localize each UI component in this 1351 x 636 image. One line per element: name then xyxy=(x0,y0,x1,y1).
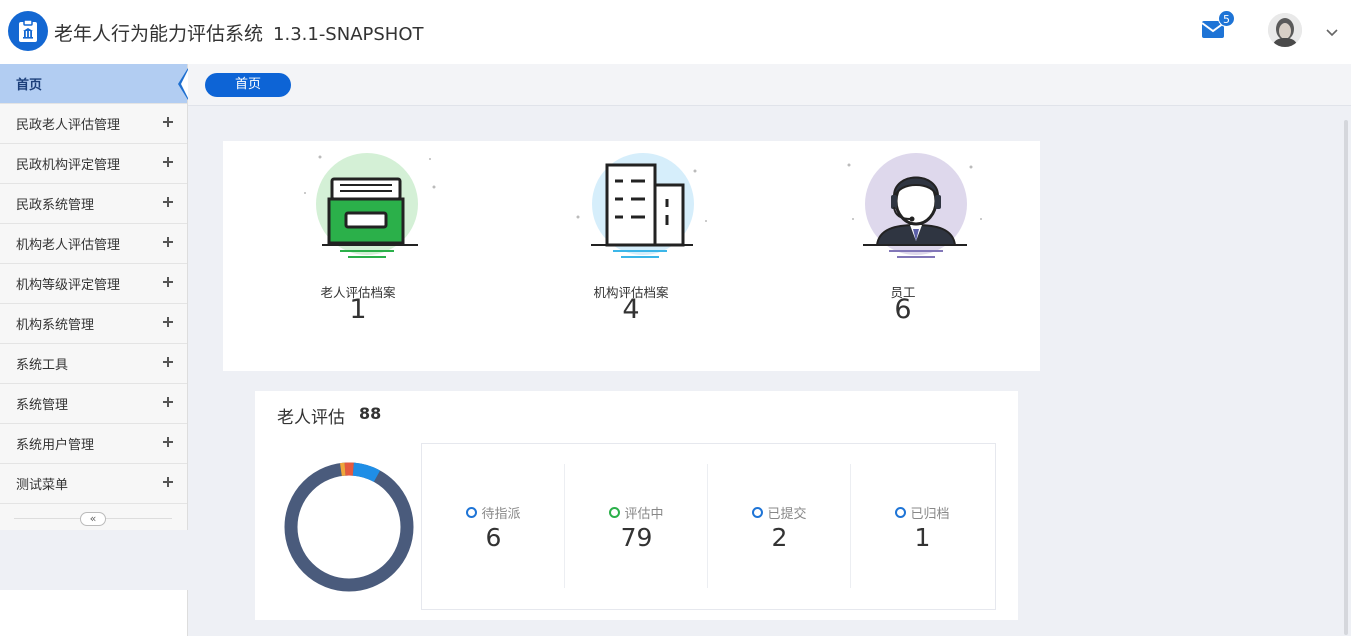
mail-count-badge: 5 xyxy=(1218,10,1235,27)
divider xyxy=(850,464,851,588)
status-stats-box: 待指派 6 评估中 79 已提交 2 已归档 1 xyxy=(421,443,996,610)
assessment-total: 88 xyxy=(359,404,382,423)
staff-headset-icon xyxy=(847,153,982,258)
tab-bar: 首页 xyxy=(188,64,1351,106)
status-pending[interactable]: 待指派 6 xyxy=(422,464,565,588)
status-archived[interactable]: 已归档 1 xyxy=(851,464,994,588)
active-arrow-icon xyxy=(178,68,189,100)
divider xyxy=(707,464,708,588)
summary-value: 1 xyxy=(349,294,367,325)
plus-icon xyxy=(163,237,173,247)
sidebar-item-civil-system[interactable]: 民政系统管理 xyxy=(0,184,187,224)
status-label-row: 已归档 xyxy=(851,503,994,522)
status-label-row: 评估中 xyxy=(565,503,708,522)
status-in-progress[interactable]: 评估中 79 xyxy=(565,464,708,588)
sidebar-item-system-users[interactable]: 系统用户管理 xyxy=(0,424,187,464)
sidebar-item-civil-org-rating[interactable]: 民政机构评定管理 xyxy=(0,144,187,184)
summary-label: 机构评估档案 xyxy=(593,285,669,300)
mail-icon[interactable] xyxy=(1201,20,1227,40)
status-label: 已提交 xyxy=(767,507,807,522)
plus-icon xyxy=(163,157,173,167)
user-avatar[interactable] xyxy=(1268,13,1302,47)
ring-icon xyxy=(895,507,907,518)
status-value: 79 xyxy=(620,523,653,552)
status-value: 1 xyxy=(914,523,931,552)
status-value: 6 xyxy=(485,523,502,552)
summary-panel: 老人评估档案 1 机构评估档案 4 xyxy=(223,141,1040,371)
donut-segment-pending xyxy=(352,462,381,483)
plus-icon xyxy=(163,477,173,487)
plus-icon xyxy=(163,317,173,327)
status-label-row: 待指派 xyxy=(422,503,565,522)
sidebar-item-system-tools[interactable]: 系统工具 xyxy=(0,344,187,384)
sidebar-lower-area xyxy=(0,530,188,636)
ring-icon xyxy=(752,507,764,518)
summary-label: 员工 xyxy=(890,285,916,300)
plus-icon xyxy=(163,397,173,407)
elder-assessment-panel: 老人评估 88 待指派 6 评估中 79 已提交 2 已归档 1 xyxy=(255,391,1018,620)
plus-icon xyxy=(163,197,173,207)
ring-icon xyxy=(466,507,478,518)
sidebar-bottom-panel xyxy=(0,590,188,636)
status-label: 已归档 xyxy=(910,507,950,522)
sidebar-item-test-menu[interactable]: 测试菜单 xyxy=(0,464,187,504)
archive-box-icon xyxy=(304,153,436,258)
status-label-row: 已提交 xyxy=(708,503,851,522)
chevron-down-icon[interactable] xyxy=(1325,23,1339,37)
panel-title: 老人评估 xyxy=(277,408,345,428)
clipboard-logo-icon xyxy=(8,11,48,51)
app-version: 1.3.1-SNAPSHOT xyxy=(273,24,424,45)
app-header: 老年人行为能力评估系统 1.3.1-SNAPSHOT 5 xyxy=(0,0,1351,64)
status-donut-chart xyxy=(284,462,414,592)
plus-icon xyxy=(163,437,173,447)
summary-label: 老人评估档案 xyxy=(320,285,396,300)
summary-value: 4 xyxy=(622,294,640,325)
sidebar-item-civil-elder-assessment[interactable]: 民政老人评估管理 xyxy=(0,104,187,144)
ring-icon xyxy=(609,507,621,518)
sidebar-item-org-system[interactable]: 机构系统管理 xyxy=(0,304,187,344)
scrollbar[interactable] xyxy=(1344,120,1348,635)
sidebar-item-system-management[interactable]: 系统管理 xyxy=(0,384,187,424)
collapse-sidebar-button[interactable]: « xyxy=(80,512,106,526)
sidebar-item-org-level-rating[interactable]: 机构等级评定管理 xyxy=(0,264,187,304)
divider xyxy=(564,464,565,588)
summary-value: 6 xyxy=(894,294,912,325)
plus-icon xyxy=(163,357,173,367)
sidebar-collapse-row: « xyxy=(0,504,187,534)
summary-elder-archives[interactable]: 老人评估档案 1 xyxy=(268,141,448,325)
status-value: 2 xyxy=(771,523,788,552)
sidebar-item-org-elder-assessment[interactable]: 机构老人评估管理 xyxy=(0,224,187,264)
building-icon xyxy=(576,153,707,258)
plus-icon xyxy=(163,277,173,287)
status-label: 评估中 xyxy=(624,507,664,522)
summary-org-archives[interactable]: 机构评估档案 4 xyxy=(541,141,721,325)
sidebar: 首页 民政老人评估管理 民政机构评定管理 民政系统管理 机构老人评估管理 机构等… xyxy=(0,64,189,530)
app-title: 老年人行为能力评估系统 1.3.1-SNAPSHOT xyxy=(54,23,424,45)
status-label: 待指派 xyxy=(481,507,521,522)
status-submitted[interactable]: 已提交 2 xyxy=(708,464,851,588)
plus-icon xyxy=(163,117,173,127)
tab-home[interactable]: 首页 xyxy=(205,73,291,97)
summary-staff[interactable]: 员工 6 xyxy=(813,141,993,325)
sidebar-item-home[interactable]: 首页 xyxy=(0,64,189,104)
